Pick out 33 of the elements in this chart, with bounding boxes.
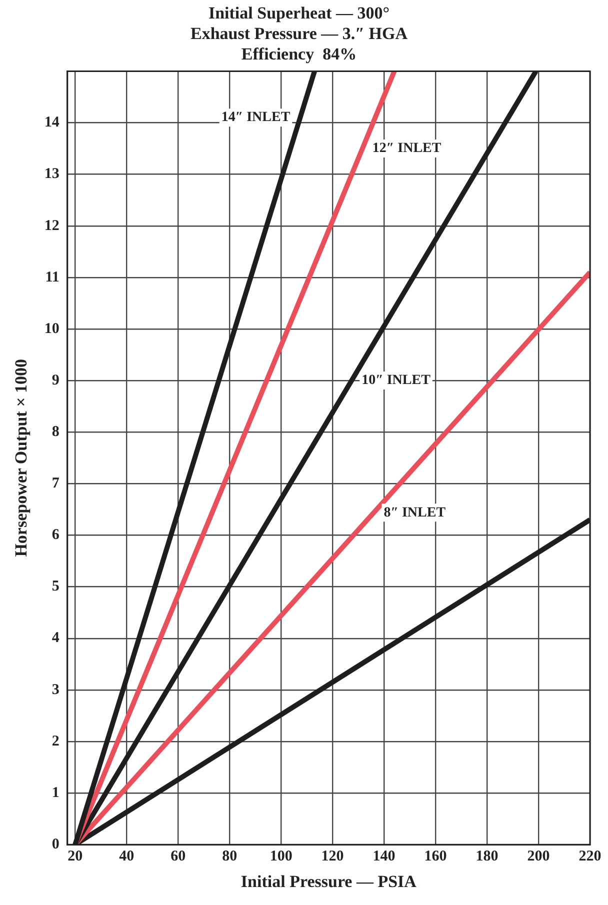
y-tick-label: 7 [52, 476, 60, 492]
series-label: 8″ INLET [384, 505, 446, 520]
x-tick-label: 40 [119, 848, 134, 864]
y-tick-label: 3 [52, 682, 60, 698]
x-tick-label: 200 [527, 848, 550, 864]
y-tick-label: 1 [52, 784, 60, 801]
x-tick-label: 180 [476, 848, 498, 864]
y-tick-label: 10 [44, 320, 60, 337]
y-tick-label: 4 [52, 630, 60, 646]
y-tick-label: 0 [52, 836, 60, 852]
y-tick-label: 13 [44, 166, 60, 182]
x-tick-label: 60 [170, 848, 186, 864]
y-tick-label: 2 [52, 733, 60, 750]
y-tick-label: 11 [45, 269, 60, 286]
x-tick-label: 80 [222, 848, 238, 864]
y-axis-title: Horsepower Output × 1000 [12, 359, 31, 557]
series-label: 12″ INLET [372, 141, 442, 156]
x-tick-label: 100 [270, 848, 292, 864]
series-label: 10″ INLET [362, 373, 432, 388]
chart-title: Initial Superheat — 300° Exhaust Pressure — 3.″ HGA Efficiency 84% [190, 4, 408, 64]
series-label: 14″ INLET [221, 110, 291, 126]
x-tick-label: 20 [68, 848, 83, 864]
y-tick-label: 12 [44, 218, 60, 234]
x-axis-title: Initial Pressure — PSIA [240, 872, 418, 892]
x-tick-label: 160 [424, 848, 447, 864]
x-tick-label: 120 [321, 848, 344, 864]
y-tick-label: 6 [52, 527, 60, 544]
x-tick-label: 140 [372, 848, 396, 864]
y-tick-label: 14 [44, 114, 60, 131]
y-tick-label: 8 [52, 424, 60, 440]
y-tick-label: 9 [52, 372, 60, 388]
x-tick-label: 220 [578, 848, 602, 864]
y-tick-label: 5 [52, 578, 60, 595]
